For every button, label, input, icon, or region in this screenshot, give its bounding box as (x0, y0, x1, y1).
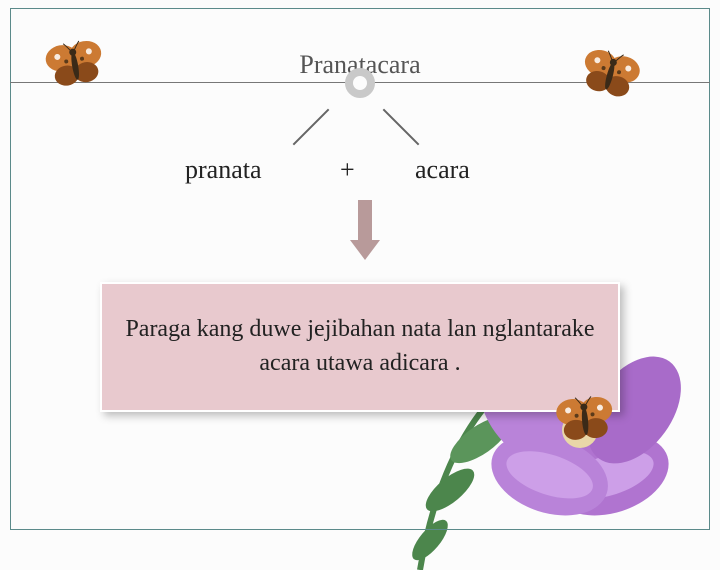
definition-box: Paraga kang duwe jejibahan nata lan ngla… (100, 282, 620, 412)
butterfly-icon (553, 392, 617, 447)
word-plus: + (340, 155, 355, 185)
butterfly-icon (41, 35, 109, 95)
title-ring-icon (345, 68, 375, 98)
definition-text: Paraga kang duwe jejibahan nata lan ngla… (122, 313, 598, 380)
word-left: pranata (185, 155, 262, 185)
word-right: acara (415, 155, 470, 185)
down-arrow-icon (350, 200, 380, 260)
